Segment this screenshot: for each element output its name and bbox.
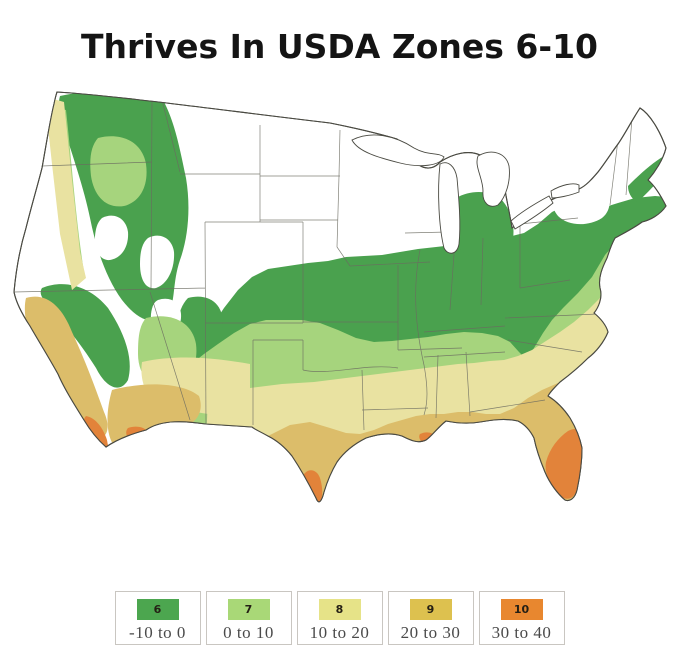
zone9-number: 9 bbox=[426, 603, 435, 616]
zone7-number: 7 bbox=[244, 603, 253, 616]
legend-item-zone8: 8 10 to 20 bbox=[296, 591, 383, 645]
zone10-number: 10 bbox=[513, 603, 530, 616]
zone-legend: 6 -10 to 0 7 0 to 10 8 10 to 20 9 20 to … bbox=[114, 591, 565, 645]
zone6-range-label: -10 to 0 bbox=[129, 623, 186, 642]
lower-michigan-zone6 bbox=[452, 192, 514, 259]
zone10-range-label: 30 to 40 bbox=[491, 623, 552, 642]
zone6-swatch: 6 bbox=[136, 599, 179, 620]
zone8-swatch: 8 bbox=[318, 599, 361, 620]
lake-ontario bbox=[550, 183, 580, 199]
lake-superior bbox=[351, 134, 445, 167]
zone7-range-label: 0 to 10 bbox=[223, 623, 274, 642]
zone7-swatch: 7 bbox=[227, 599, 270, 620]
zone8-range-label: 10 to 20 bbox=[309, 623, 370, 642]
lake-huron bbox=[476, 151, 510, 207]
state-borders bbox=[14, 99, 633, 431]
great-lakes bbox=[351, 134, 580, 254]
legend-item-zone7: 7 0 to 10 bbox=[205, 591, 292, 645]
lake-erie bbox=[510, 195, 554, 230]
legend-item-zone10: 10 30 to 40 bbox=[478, 591, 565, 645]
south-texas-zone10 bbox=[302, 470, 323, 502]
zone10-swatch: 10 bbox=[500, 599, 543, 620]
legend-item-zone9: 9 20 to 30 bbox=[387, 591, 474, 645]
zone9-range-label: 20 to 30 bbox=[400, 623, 461, 642]
zone6-number: 6 bbox=[153, 603, 162, 616]
socal-coast-zone10 bbox=[83, 416, 109, 452]
lake-michigan bbox=[438, 162, 461, 254]
page-title: Thrives In USDA Zones 6-10 bbox=[80, 27, 599, 67]
south-florida-zone10 bbox=[545, 429, 584, 499]
zone9-swatch: 9 bbox=[409, 599, 452, 620]
zone8-number: 8 bbox=[335, 603, 344, 616]
legend-item-zone6: 6 -10 to 0 bbox=[114, 591, 201, 645]
colder-pockets bbox=[94, 177, 610, 336]
